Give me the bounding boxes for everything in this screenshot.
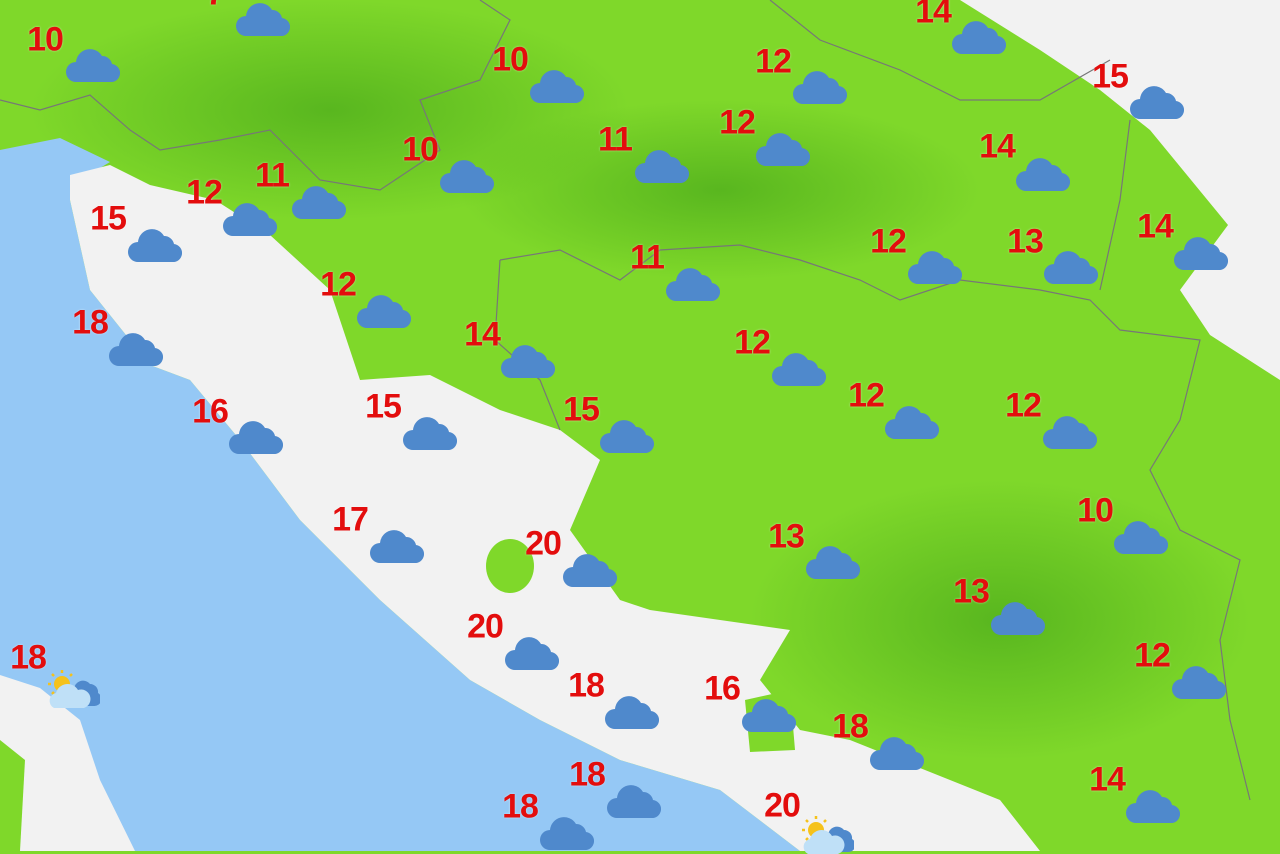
cloud-icon[interactable] [791, 68, 847, 108]
temperature-label: 14 [1137, 207, 1174, 246]
temperature-label: 15 [563, 390, 600, 429]
temperature-label: 18 [568, 666, 605, 705]
temperature-label: 7 [206, 0, 225, 14]
temperature-label: 10 [1077, 491, 1114, 530]
temperature-label: 14 [979, 127, 1016, 166]
cloud-icon[interactable] [561, 551, 617, 591]
temperature-label: 12 [734, 323, 771, 362]
cloud-icon[interactable] [906, 248, 962, 288]
temperature-label: 12 [1005, 386, 1042, 425]
partly-cloudy-icon[interactable] [44, 668, 100, 708]
cloud-icon[interactable] [1041, 413, 1097, 453]
cloud-icon[interactable] [126, 226, 182, 266]
temperature-label: 11 [630, 238, 665, 277]
cloud-icon[interactable] [1124, 787, 1180, 827]
temperature-label: 20 [764, 786, 801, 825]
cloud-icon[interactable] [438, 157, 494, 197]
temperature-label: 17 [332, 500, 369, 539]
cloud-icon[interactable] [107, 330, 163, 370]
temperature-label: 10 [402, 130, 439, 169]
temperature-label: 12 [719, 103, 756, 142]
temperature-label: 20 [525, 524, 562, 563]
cloud-icon[interactable] [598, 417, 654, 457]
cloud-icon[interactable] [804, 543, 860, 583]
cloud-icon[interactable] [1042, 248, 1098, 288]
cloud-icon[interactable] [1128, 83, 1184, 123]
cloud-icon[interactable] [770, 350, 826, 390]
green-patch [486, 539, 534, 593]
dark-green-shading [460, 100, 980, 280]
cloud-icon[interactable] [528, 67, 584, 107]
italy-green [0, 740, 25, 851]
temperature-label: 16 [704, 669, 741, 708]
temperature-label: 18 [569, 755, 606, 794]
cloud-icon[interactable] [234, 0, 290, 40]
cloud-icon[interactable] [868, 734, 924, 774]
cloud-icon[interactable] [664, 265, 720, 305]
cloud-icon[interactable] [290, 183, 346, 223]
temperature-label: 13 [953, 572, 990, 611]
temperature-label: 12 [1134, 636, 1171, 675]
temperature-label: 13 [1007, 222, 1044, 261]
temperature-label: 12 [755, 42, 792, 81]
coastal-land [70, 165, 1040, 851]
temperature-label: 14 [1089, 760, 1126, 799]
no-data-land-northeast [960, 0, 1280, 380]
temperature-label: 12 [186, 173, 223, 212]
temperature-label: 16 [192, 392, 229, 431]
cloud-icon[interactable] [538, 814, 594, 854]
temperature-label: 12 [870, 222, 907, 261]
temperature-label: 18 [502, 787, 539, 826]
cloud-icon[interactable] [1014, 155, 1070, 195]
cloud-icon[interactable] [1172, 234, 1228, 274]
cloud-icon[interactable] [603, 693, 659, 733]
borders [0, 0, 1251, 801]
cloud-icon[interactable] [503, 634, 559, 674]
cloud-icon[interactable] [754, 130, 810, 170]
cloud-icon[interactable] [499, 342, 555, 382]
temperature-label: 15 [90, 199, 127, 238]
temperature-label: 18 [72, 303, 109, 342]
temperature-label: 15 [1092, 57, 1129, 96]
cloud-icon[interactable] [950, 18, 1006, 58]
partly-cloudy-icon[interactable] [798, 814, 854, 854]
cloud-icon[interactable] [355, 292, 411, 332]
cloud-icon[interactable] [883, 403, 939, 443]
cloud-icon[interactable] [401, 414, 457, 454]
cloud-icon[interactable] [1170, 663, 1226, 703]
temperature-label: 18 [10, 638, 47, 677]
italy-land [0, 675, 135, 851]
cloud-icon[interactable] [221, 200, 277, 240]
temperature-label: 12 [320, 265, 357, 304]
cloud-icon[interactable] [633, 147, 689, 187]
temperature-label: 11 [598, 120, 633, 159]
cloud-icon[interactable] [368, 527, 424, 567]
temperature-label: 13 [768, 517, 805, 556]
cloud-icon[interactable] [740, 696, 796, 736]
cloud-icon[interactable] [605, 782, 661, 822]
temperature-label: 14 [464, 315, 501, 354]
cloud-icon[interactable] [1112, 518, 1168, 558]
temperature-label: 10 [27, 20, 64, 59]
cloud-icon[interactable] [989, 599, 1045, 639]
cloud-icon[interactable] [227, 418, 283, 458]
temperature-label: 20 [467, 607, 504, 646]
temperature-label: 15 [365, 387, 402, 426]
temperature-label: 18 [832, 707, 869, 746]
temperature-label: 12 [848, 376, 885, 415]
cloud-icon[interactable] [64, 46, 120, 86]
temperature-label: 10 [492, 40, 529, 79]
sea [0, 138, 800, 851]
temperature-label: 14 [915, 0, 952, 31]
temperature-label: 11 [255, 156, 290, 195]
